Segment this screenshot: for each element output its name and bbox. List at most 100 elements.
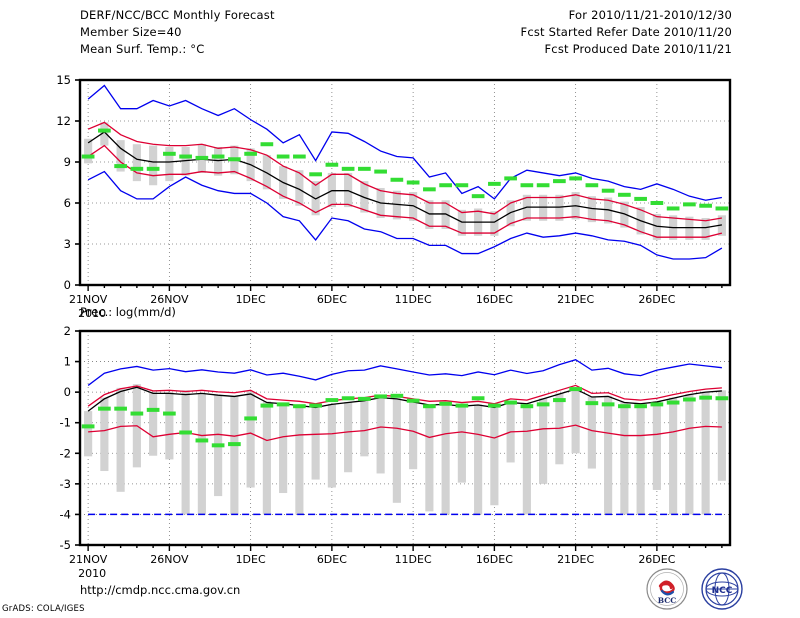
climatology-marker	[423, 187, 436, 192]
spread-bar	[165, 146, 174, 182]
y-tick-label: -4	[60, 507, 71, 521]
x-tick-label: 21DEC	[557, 553, 594, 566]
series-line-min	[87, 170, 723, 260]
series-line-lower_quartile	[88, 424, 722, 442]
spread-bar	[149, 145, 158, 186]
climatology-marker	[471, 194, 485, 199]
spread-bar	[522, 403, 531, 515]
x-tick-label: 26DEC	[638, 293, 675, 306]
climatology-marker	[488, 181, 501, 186]
climatology-marker	[390, 177, 404, 182]
climatology-marker	[455, 403, 469, 408]
forecast-period-label: For 2010/11/21-2010/12/30	[568, 8, 732, 22]
y-tick-label: -2	[60, 446, 71, 460]
climatology-marker	[163, 151, 176, 156]
climatology-marker	[423, 404, 436, 409]
spread-bar	[652, 401, 661, 490]
spread-bar	[717, 390, 726, 481]
spread-bar	[327, 403, 336, 488]
climatology-marker	[211, 443, 225, 448]
series-line-lower_quartile	[87, 144, 723, 238]
climatology-marker	[276, 402, 290, 407]
series-line-mean	[87, 386, 722, 412]
climatology-marker	[439, 401, 452, 406]
climatology-marker	[114, 164, 127, 169]
x-tick-label: 11DEC	[395, 553, 432, 566]
climatology-marker	[520, 183, 534, 188]
spread-bar	[392, 398, 401, 503]
temperature-chart-title: Mean Surf. Temp.: °C	[80, 42, 205, 56]
spread-bar	[636, 403, 645, 515]
climatology-marker	[650, 402, 664, 407]
x-tick-label: 1DEC	[236, 553, 266, 566]
source-url[interactable]: http://cmdp.ncc.cma.gov.cn	[80, 583, 241, 597]
climatology-marker	[471, 396, 485, 401]
climatology-marker	[585, 401, 599, 406]
climatology-marker	[520, 404, 534, 409]
spread-bar	[555, 194, 564, 221]
climatology-marker	[325, 162, 339, 167]
spread-bar	[214, 146, 223, 176]
climatology-marker	[406, 398, 420, 403]
climatology-marker	[585, 183, 599, 188]
climatology-marker	[195, 438, 209, 443]
spread-bar	[539, 398, 548, 484]
spread-bar	[425, 404, 434, 512]
spread-bar	[181, 146, 190, 176]
climatology-marker	[244, 151, 257, 156]
spread-bar	[409, 401, 418, 470]
climatology-marker	[130, 166, 144, 171]
climatology-marker	[536, 183, 550, 188]
climatology-marker	[341, 166, 355, 171]
climatology-marker	[211, 154, 225, 159]
climatology-marker	[98, 128, 111, 133]
spread-bar	[490, 211, 499, 236]
x-tick-label: 16DEC	[476, 293, 513, 306]
climatology-marker	[195, 155, 209, 160]
spread-bar	[392, 190, 401, 220]
y-tick-label: 12	[56, 114, 71, 128]
climatology-marker	[260, 142, 274, 147]
y-tick-label: -5	[60, 538, 71, 552]
spread-bar	[604, 395, 613, 515]
y-tick-label: 0	[64, 385, 71, 399]
spread-bar	[571, 388, 580, 454]
spread-bar	[669, 397, 678, 515]
series-line-upper_quartile	[87, 384, 722, 407]
x-tick-label: 6DEC	[317, 293, 347, 306]
spread-bar	[490, 406, 499, 506]
spread-bar	[295, 404, 304, 515]
grads-credit: GrADS: COLA/IGES	[2, 604, 85, 614]
climatology-marker	[504, 176, 517, 181]
climatology-marker	[309, 403, 322, 408]
spread-bar	[100, 397, 109, 472]
x-tick-label: 11DEC	[395, 293, 432, 306]
svg-text:BCC: BCC	[658, 596, 676, 605]
climatology-marker	[293, 404, 306, 409]
climatology-marker	[666, 400, 680, 405]
x-tick-label: 21NOV	[69, 553, 108, 566]
spread-bar	[149, 392, 158, 456]
climatology-marker	[601, 188, 615, 193]
spread-bar	[279, 403, 288, 494]
climatology-marker	[374, 169, 387, 174]
page-title: DERF/NCC/BCC Monthly Forecast	[80, 8, 275, 22]
precipitation-chart-title: Prec.: log(mm/d)	[80, 305, 176, 319]
x-tick-label: 26DEC	[638, 553, 675, 566]
plot-frame	[78, 78, 732, 287]
spread-bar	[100, 122, 109, 146]
spread-bar	[539, 194, 548, 221]
climatology-marker	[163, 411, 176, 416]
climatology-marker	[98, 406, 111, 411]
climatology-marker	[715, 396, 729, 401]
spread-bar	[685, 216, 694, 240]
spread-bar	[165, 392, 174, 460]
climatology-marker	[358, 166, 371, 171]
y-tick-label: 9	[64, 155, 71, 169]
climatology-marker	[228, 442, 241, 447]
climatology-marker	[683, 202, 696, 207]
x-tick-label: 21DEC	[557, 293, 594, 306]
spread-bar	[84, 138, 93, 164]
spread-bar	[311, 406, 320, 480]
